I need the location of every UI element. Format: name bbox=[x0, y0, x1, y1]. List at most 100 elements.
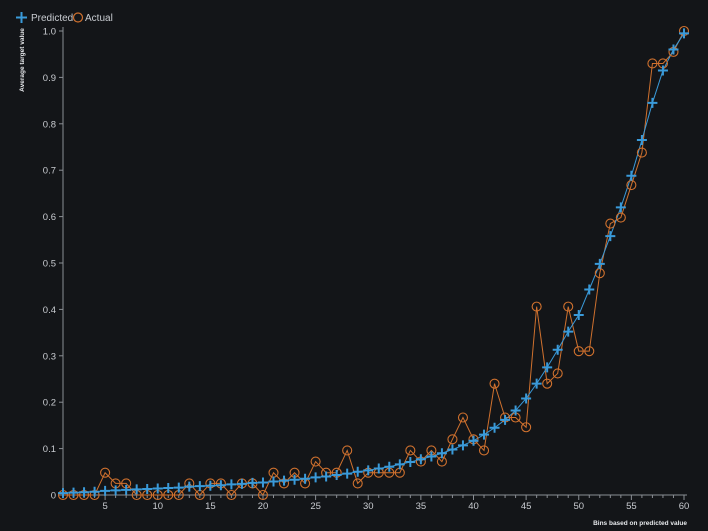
actual-point bbox=[447, 434, 458, 445]
actual-point bbox=[563, 301, 574, 312]
y-tick-label: 0 bbox=[51, 491, 56, 502]
legend-label-predicted: Predicted bbox=[31, 13, 73, 24]
actual-point bbox=[605, 218, 616, 229]
predicted-point bbox=[394, 459, 405, 470]
predicted-point bbox=[236, 478, 247, 489]
predicted-point bbox=[110, 485, 121, 496]
predicted-point bbox=[605, 231, 616, 242]
predicted-point bbox=[415, 454, 426, 465]
y-tick-label: 0.4 bbox=[43, 305, 56, 316]
actual-point bbox=[257, 489, 269, 501]
x-tick-label: 30 bbox=[363, 501, 374, 512]
x-tick-label: 15 bbox=[205, 501, 216, 512]
actual-point bbox=[342, 445, 353, 456]
actual-point bbox=[584, 346, 595, 357]
predicted-point bbox=[521, 393, 532, 404]
actual-point bbox=[531, 301, 542, 312]
x-tick-label: 60 bbox=[679, 501, 690, 512]
series-line-actual bbox=[63, 30, 685, 496]
actual-point bbox=[489, 378, 500, 389]
legend-label-actual: Actual bbox=[85, 13, 113, 24]
actual-point bbox=[310, 456, 321, 467]
y-tick-label: 1.0 bbox=[43, 27, 56, 38]
predicted-point bbox=[68, 487, 79, 498]
legend-item-predicted: Predicted bbox=[16, 12, 73, 24]
predicted-point bbox=[321, 471, 332, 482]
predicted-point bbox=[194, 481, 205, 492]
x-tick-label: 55 bbox=[626, 501, 637, 512]
x-tick-label: 10 bbox=[152, 501, 163, 512]
predicted-point bbox=[584, 284, 595, 295]
predicted-point bbox=[289, 474, 300, 485]
actual-point bbox=[615, 212, 626, 223]
predicted-point bbox=[331, 470, 342, 481]
y-tick-label: 0.8 bbox=[43, 119, 56, 130]
actual-point bbox=[478, 445, 490, 456]
actual-point bbox=[542, 378, 553, 389]
actual-point bbox=[405, 445, 416, 456]
predicted-point bbox=[636, 135, 647, 146]
predicted-point bbox=[173, 482, 184, 493]
predicted-point bbox=[205, 480, 216, 491]
series-line-predicted bbox=[62, 33, 685, 494]
x-tick-label: 20 bbox=[258, 501, 269, 512]
y-tick-label: 0.7 bbox=[43, 166, 56, 177]
x-tick-label: 25 bbox=[310, 501, 321, 512]
predicted-point bbox=[679, 28, 689, 39]
predicted-point bbox=[510, 405, 521, 416]
predicted-point bbox=[668, 44, 679, 55]
actual-point bbox=[457, 412, 469, 423]
predicted-point bbox=[384, 461, 395, 472]
actual-point bbox=[573, 346, 584, 357]
predicted-point bbox=[626, 170, 637, 181]
actual-point bbox=[521, 422, 532, 433]
predicted-point bbox=[479, 429, 490, 440]
series-markers bbox=[57, 25, 690, 501]
actual-point bbox=[100, 467, 111, 478]
actual-point bbox=[636, 147, 647, 158]
x-tick-label: 5 bbox=[102, 501, 107, 512]
y-tick-label: 0.2 bbox=[43, 398, 56, 409]
predicted-point bbox=[268, 476, 279, 487]
y-axis-title: Average target value bbox=[19, 28, 26, 92]
chart-legend: Predicted Actual bbox=[16, 12, 113, 24]
predicted-point bbox=[257, 477, 268, 488]
predicted-point bbox=[352, 466, 363, 477]
legend-plus-icon bbox=[16, 12, 27, 23]
predicted-point bbox=[542, 362, 553, 373]
predicted-point bbox=[342, 468, 353, 479]
predicted-point bbox=[152, 483, 163, 494]
x-tick-label: 45 bbox=[521, 501, 532, 512]
predicted-point bbox=[489, 422, 500, 433]
predicted-point bbox=[100, 485, 111, 496]
predicted-point bbox=[215, 480, 226, 491]
legend-circle-icon bbox=[72, 12, 84, 23]
predicted-point bbox=[573, 309, 584, 320]
predicted-point bbox=[58, 488, 68, 499]
predicted-point bbox=[531, 378, 542, 389]
predicted-point bbox=[184, 481, 195, 492]
predicted-point bbox=[552, 344, 563, 355]
predicted-point bbox=[657, 65, 668, 76]
predicted-point bbox=[226, 479, 237, 490]
y-tick-label: 0.1 bbox=[43, 444, 56, 455]
predicted-point bbox=[89, 486, 100, 497]
actual-point bbox=[647, 58, 658, 69]
predicted-point bbox=[279, 475, 290, 486]
predicted-point bbox=[163, 483, 174, 494]
legend-item-actual: Actual bbox=[72, 12, 113, 24]
predicted-point bbox=[468, 435, 479, 446]
predicted-point bbox=[563, 326, 574, 337]
actual-point bbox=[552, 368, 563, 379]
predicted-point bbox=[79, 487, 90, 498]
x-tick-label: 35 bbox=[416, 501, 427, 512]
y-tick-label: 0.3 bbox=[43, 351, 56, 362]
actual-point bbox=[352, 478, 363, 489]
y-tick-label: 0.5 bbox=[43, 259, 56, 270]
predicted-point bbox=[447, 444, 458, 455]
actual-point bbox=[226, 489, 237, 501]
y-tick-label: 0.6 bbox=[43, 212, 56, 223]
x-axis-title: Bins based on predicted value bbox=[593, 520, 687, 527]
predicted-point bbox=[363, 465, 374, 476]
